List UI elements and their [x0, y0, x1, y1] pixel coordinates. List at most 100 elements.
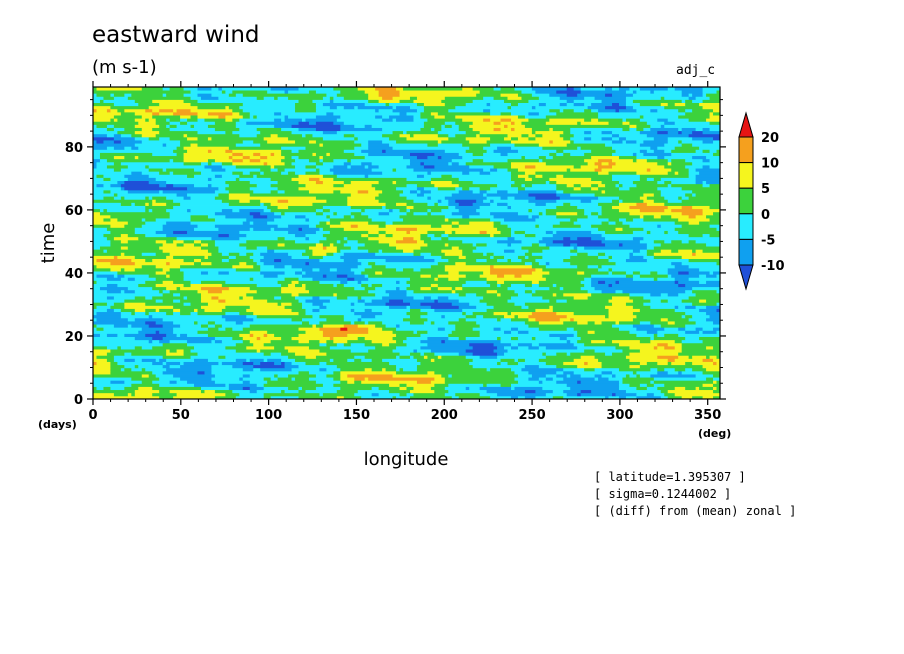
- field-cell: [511, 317, 529, 322]
- field-cell: [657, 342, 669, 347]
- field-cell: [235, 255, 251, 259]
- field-cell: [200, 96, 219, 100]
- field-cell: [302, 274, 324, 278]
- field-cell: [110, 243, 164, 247]
- field-cell: [653, 255, 683, 259]
- field-cell: [490, 367, 512, 372]
- field-cell: [399, 111, 407, 116]
- field-cell: [497, 168, 508, 172]
- field-cell: [598, 358, 630, 362]
- field-cell: [246, 358, 251, 362]
- field-cell: [159, 183, 167, 188]
- field-cell: [295, 165, 306, 169]
- field-cell: [695, 386, 700, 391]
- field-cell: [427, 196, 432, 200]
- field-cell: [134, 317, 164, 322]
- field-cell: [110, 230, 136, 235]
- field-cell: [253, 364, 285, 369]
- field-cell: [152, 314, 223, 319]
- field-cell: [322, 208, 331, 213]
- field-cell: [524, 389, 536, 394]
- field-cell: [451, 124, 460, 128]
- field-cell: [514, 143, 540, 147]
- field-cell: [295, 358, 331, 362]
- field-cell: [194, 174, 216, 178]
- field-cell: [260, 155, 268, 160]
- field-cell: [709, 149, 717, 153]
- field-cell: [113, 302, 125, 306]
- field-cell: [667, 389, 714, 394]
- plot-frame: [92, 86, 721, 400]
- field-cell: [145, 296, 153, 300]
- field-cell: [194, 261, 202, 266]
- field-cell: [322, 333, 348, 337]
- field-cell: [333, 96, 345, 100]
- field-cell: [357, 189, 369, 194]
- field-cell: [688, 277, 720, 281]
- field-cell: [291, 377, 296, 381]
- field-cell: [253, 252, 261, 256]
- field-cell: [406, 196, 428, 200]
- field-cell: [681, 370, 703, 375]
- field-cell: [406, 292, 460, 297]
- field-cell: [434, 277, 439, 281]
- field-cell: [423, 108, 449, 113]
- field-cell: [615, 345, 630, 350]
- field-cell: [207, 183, 212, 188]
- field-cell: [378, 165, 407, 169]
- field-cell: [570, 236, 578, 241]
- field-cell: [608, 161, 616, 166]
- field-cell: [221, 161, 233, 166]
- field-cell: [260, 168, 272, 172]
- field-cell: [476, 133, 481, 138]
- field-cell: [155, 252, 171, 256]
- field-cell: [246, 218, 275, 222]
- field-cell: [274, 227, 299, 231]
- field-cell: [702, 90, 717, 94]
- field-cell: [549, 93, 568, 97]
- field-cell: [256, 389, 282, 394]
- field-cell: [162, 370, 198, 375]
- field-cell: [420, 127, 432, 132]
- field-cell: [93, 383, 132, 387]
- field-cell: [232, 155, 244, 160]
- field-cell: [416, 155, 428, 160]
- field-cell: [298, 99, 313, 103]
- field-cell: [93, 289, 108, 294]
- field-cell: [277, 302, 282, 306]
- field-cell: [650, 374, 697, 378]
- field-cell: [678, 292, 697, 297]
- field-cell: [93, 249, 104, 253]
- field-cell: [577, 218, 609, 222]
- field-cell: [239, 199, 251, 203]
- field-cell: [420, 274, 432, 278]
- field-cell: [657, 118, 669, 122]
- field-cell: [127, 239, 157, 244]
- field-cell: [274, 118, 282, 122]
- field-cell: [357, 239, 380, 244]
- field-cell: [298, 299, 306, 303]
- field-cell: [490, 264, 494, 269]
- field-cell: [490, 171, 512, 175]
- field-cell: [535, 233, 554, 238]
- field-cell: [713, 327, 720, 331]
- field-cell: [312, 267, 320, 272]
- field-cell: [288, 171, 296, 175]
- field-cell: [531, 208, 547, 213]
- field-cell: [326, 374, 341, 378]
- field-cell: [242, 93, 327, 97]
- field-cell: [305, 299, 331, 303]
- field-cell: [507, 361, 519, 366]
- field-cell: [618, 342, 658, 347]
- field-cell: [528, 208, 533, 213]
- field-cell: [173, 230, 188, 235]
- field-cell: [267, 299, 299, 303]
- field-cell: [113, 308, 122, 313]
- field-cell: [577, 243, 606, 247]
- field-cell: [493, 224, 508, 228]
- field-cell: [354, 214, 369, 219]
- field-cell: [483, 96, 494, 100]
- field-cell: [511, 105, 533, 110]
- field-cell: [618, 199, 623, 203]
- field-cell: [702, 327, 714, 331]
